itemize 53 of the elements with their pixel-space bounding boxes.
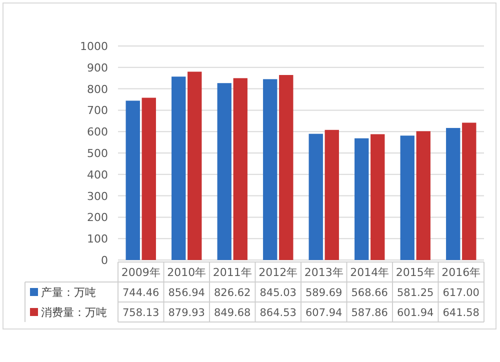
- bar: [217, 83, 232, 260]
- data-label: 845.03: [260, 287, 296, 299]
- bar: [233, 78, 248, 260]
- x-tick-label: 2014年: [350, 266, 390, 279]
- y-tick-label: 900: [87, 61, 108, 74]
- data-label: 744.46: [122, 287, 160, 299]
- bar: [263, 79, 278, 260]
- x-tick-label: 2010年: [167, 266, 206, 279]
- data-label: 758.13: [122, 307, 160, 319]
- bar: [416, 131, 430, 260]
- data-label: 607.94: [306, 307, 343, 319]
- data-label: 879.93: [168, 307, 205, 319]
- bar: [279, 74, 294, 260]
- y-tick-label: 500: [87, 147, 108, 160]
- legend-label: 消费量：万吨: [41, 306, 107, 319]
- y-tick-label: 600: [87, 126, 108, 139]
- data-label: 849.68: [214, 307, 251, 319]
- y-tick-label: 700: [87, 104, 108, 118]
- y-tick-label: 800: [87, 82, 108, 96]
- bar: [142, 98, 156, 260]
- bar: [308, 134, 323, 260]
- y-tick-label: 100: [87, 232, 108, 246]
- x-tick-label: 2015年: [396, 266, 435, 279]
- data-label: 641.58: [442, 307, 480, 319]
- data-label: 568.66: [351, 287, 388, 299]
- data-label: 601.94: [397, 307, 434, 319]
- y-tick-label: 200: [87, 211, 108, 224]
- x-tick-label: 2009年: [121, 266, 160, 279]
- y-tick-label: 0: [101, 254, 108, 267]
- x-tick-label: 2013年: [304, 266, 344, 279]
- bar: [370, 134, 385, 260]
- x-tick-label: 2011年: [212, 266, 252, 279]
- bar: [324, 130, 339, 260]
- data-label: 589.69: [306, 287, 342, 299]
- data-label: 587.86: [351, 307, 388, 319]
- bar: [126, 100, 140, 260]
- y-tick-label: 400: [87, 168, 108, 182]
- data-label: 864.53: [260, 307, 296, 319]
- data-label: 617.00: [442, 287, 480, 299]
- bar: [446, 128, 460, 260]
- x-tick-label: 2012年: [258, 266, 298, 279]
- bar: [462, 122, 476, 260]
- x-tick-label: 2016年: [442, 266, 481, 279]
- data-label: 856.94: [168, 287, 206, 299]
- data-label: 826.62: [214, 287, 251, 299]
- y-tick-label: 300: [87, 190, 108, 203]
- bar: [400, 136, 414, 260]
- bar: [188, 72, 202, 260]
- y-tick-label: 1000: [80, 40, 108, 53]
- bar: [354, 138, 369, 260]
- data-label: 581.25: [397, 287, 434, 299]
- legend-label: 产量：万吨: [41, 286, 96, 299]
- bar: [172, 76, 186, 260]
